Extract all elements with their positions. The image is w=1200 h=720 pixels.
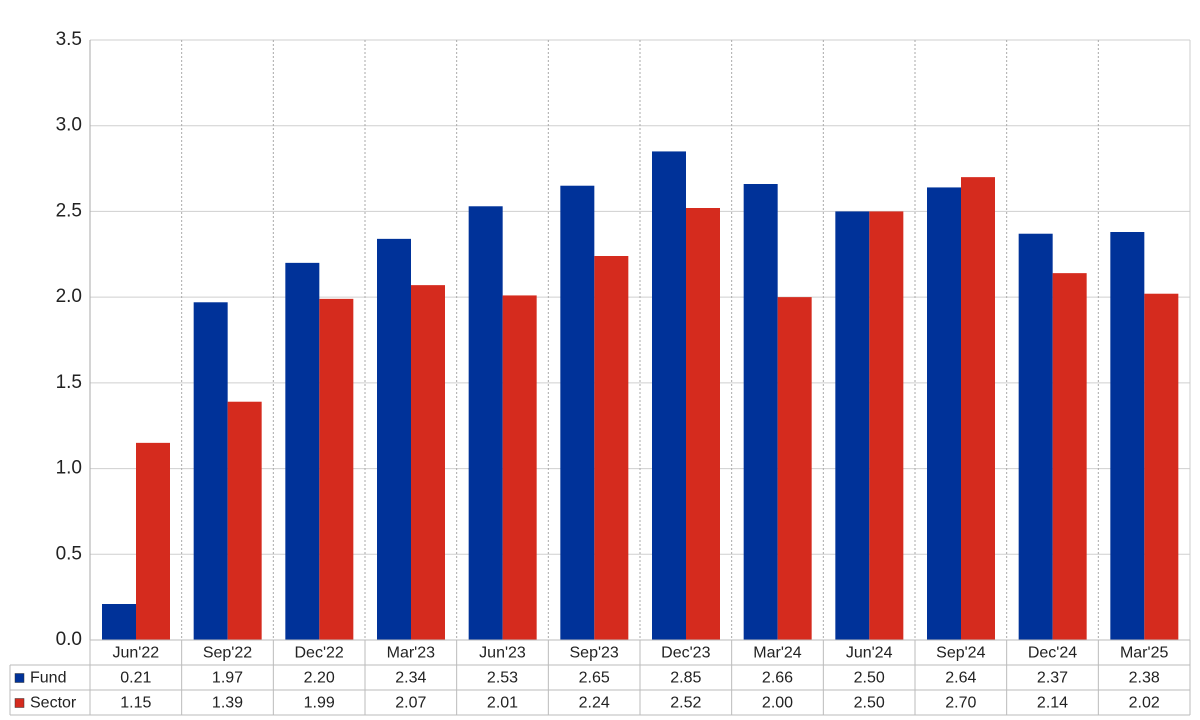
bar [927,187,961,640]
y-tick-label: 2.0 [56,286,82,307]
bar [835,211,870,640]
bar [285,262,320,640]
y-tick-label: 3.5 [56,29,82,50]
bar [136,442,170,640]
table-value: 1.39 [212,695,243,712]
x-tick-label: Dec'24 [1028,645,1077,662]
bar [869,211,904,640]
x-tick-label: Mar'24 [753,645,802,662]
y-tick-label: 1.5 [56,372,82,393]
table-value: 1.15 [120,695,151,712]
table-value: 2.38 [1129,670,1160,687]
table-value: 2.85 [670,670,701,687]
y-tick-label: 3.0 [56,115,82,136]
bar [468,206,503,641]
table-value: 1.97 [212,670,243,687]
table-value: 2.07 [395,695,426,712]
legend-label: Sector [30,695,77,712]
bar [227,401,262,640]
bar [686,208,720,640]
table-value: 0.21 [120,670,151,687]
bar [961,177,995,640]
table-value: 2.66 [762,670,793,687]
table-value: 2.50 [854,670,885,687]
bar [560,185,595,640]
table-value: 2.70 [945,695,976,712]
legend-swatch [14,698,25,708]
bar [1110,232,1145,640]
x-tick-label: Dec'23 [661,645,710,662]
table-value: 2.65 [579,670,610,687]
table-value: 2.24 [579,695,610,712]
table-value: 2.50 [854,695,885,712]
table-value: 1.99 [304,695,335,712]
bar [193,302,228,640]
bar [102,604,136,640]
x-tick-label: Jun'22 [113,645,160,662]
table-value: 2.01 [487,695,518,712]
x-tick-label: Sep'23 [570,645,619,662]
x-tick-label: Mar'25 [1120,645,1169,662]
y-tick-label: 0.5 [56,543,82,564]
bar [777,297,812,640]
legend-label: Fund [30,670,66,687]
x-tick-label: Jun'23 [479,645,526,662]
table-value: 2.64 [945,670,976,687]
bar [377,238,411,640]
bar [319,298,354,640]
bar [411,285,445,640]
table-value: 2.20 [304,670,335,687]
y-tick-label: 1.0 [56,458,82,479]
table-value: 2.02 [1129,695,1160,712]
table-value: 2.14 [1037,695,1068,712]
legend-swatch [14,673,25,683]
table-value: 2.34 [395,670,426,687]
table-value: 2.52 [670,695,701,712]
x-tick-label: Mar'23 [387,645,436,662]
table-value: 2.53 [487,670,518,687]
x-tick-label: Jun'24 [846,645,893,662]
table-value: 2.37 [1037,670,1068,687]
bar [1144,293,1179,640]
x-tick-label: Dec'22 [295,645,344,662]
bar [502,295,537,640]
bar [743,184,778,640]
x-tick-label: Sep'22 [203,645,252,662]
bar [652,151,686,640]
bar [1018,233,1053,640]
y-tick-label: 0.0 [56,629,82,650]
table-value: 2.00 [762,695,793,712]
bar [1052,273,1087,640]
bar [594,256,629,640]
x-tick-label: Sep'24 [936,645,985,662]
y-tick-label: 2.5 [56,200,82,221]
